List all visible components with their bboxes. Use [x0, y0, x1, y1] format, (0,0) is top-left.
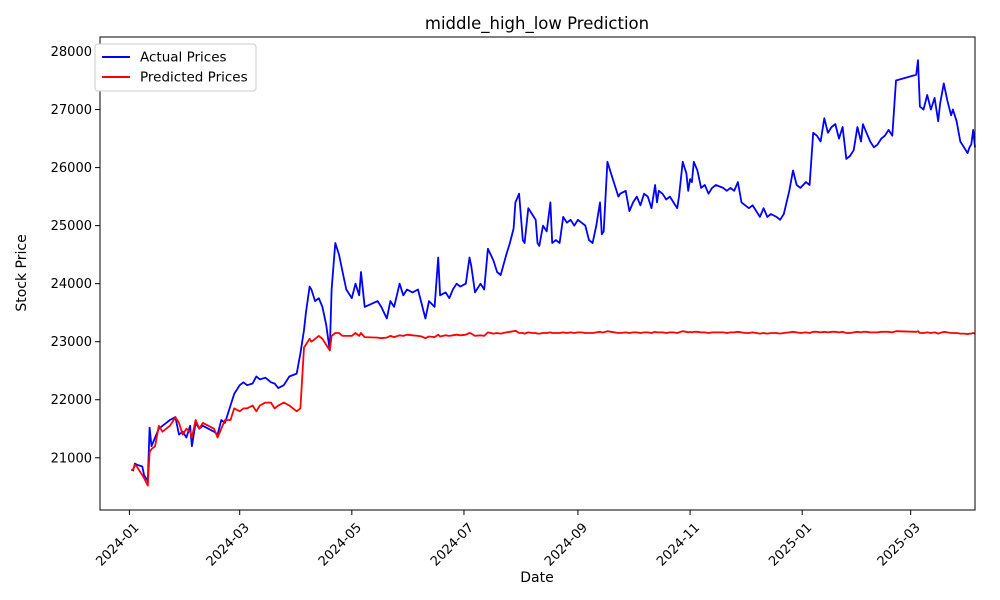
- plot-area: [99, 36, 976, 511]
- y-axis-label: Stock Price: [14, 234, 30, 311]
- y-tick-label: 25000: [51, 219, 92, 234]
- y-tick-label: 28000: [51, 45, 92, 60]
- legend-box: [94, 43, 257, 92]
- y-tick-label: 27000: [51, 103, 92, 118]
- legend: Actual Prices Predicted Prices: [94, 43, 257, 92]
- y-tick-label: 21000: [51, 451, 92, 466]
- series-line-0: [130, 59, 976, 482]
- x-axis-label: Date: [520, 570, 553, 586]
- y-tick-label: 22000: [51, 393, 92, 408]
- y-tick-label: 26000: [51, 161, 92, 176]
- legend-label-predicted: Predicted Prices: [140, 70, 248, 86]
- axes-frame: [99, 36, 976, 511]
- chart-title: middle_high_low Prediction: [425, 14, 649, 34]
- y-tick-label: 24000: [51, 277, 92, 292]
- y-axis-ticks: 21000 22000 23000 24000 25000 26000 27000 28000: [51, 45, 100, 466]
- series-line-1: [130, 329, 976, 487]
- legend-label-actual: Actual Prices: [140, 50, 227, 66]
- y-tick-label: 23000: [51, 335, 92, 350]
